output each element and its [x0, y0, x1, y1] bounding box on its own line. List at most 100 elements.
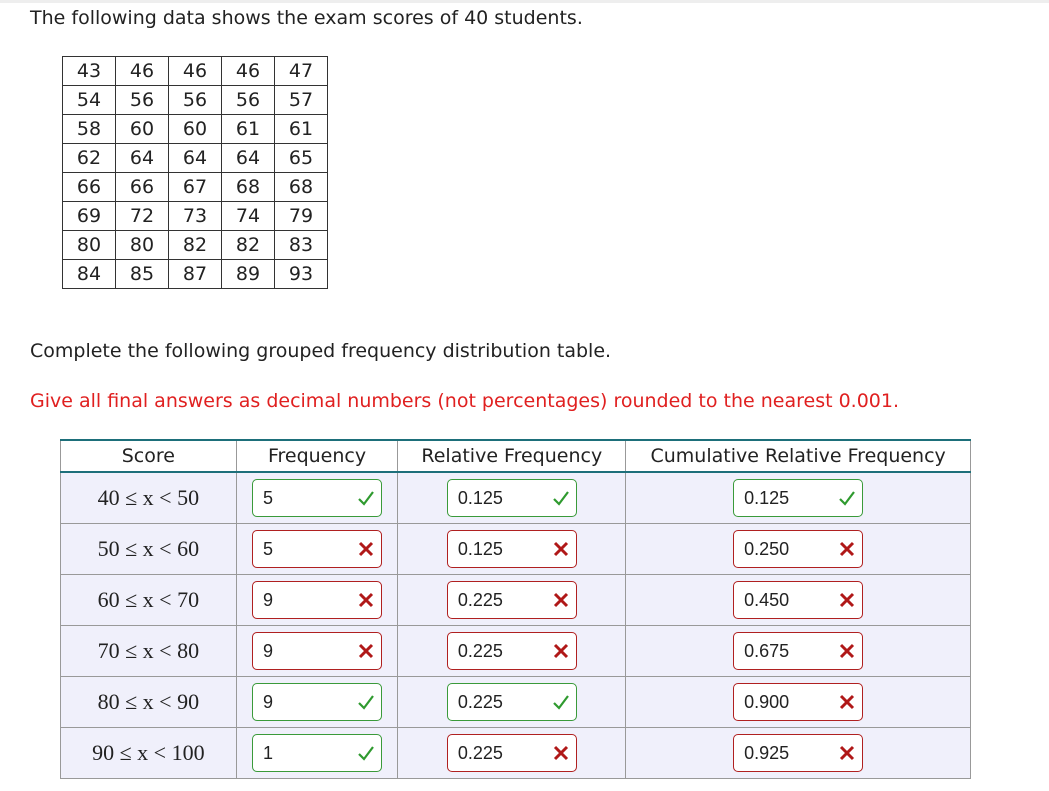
answer-cell: 0.125 — [397, 523, 627, 575]
score-range: 90 ≤ x < 100 — [60, 727, 237, 779]
score-cell: 64 — [168, 143, 222, 173]
score-cell: 82 — [221, 230, 275, 260]
answer-value: 0.225 — [457, 589, 503, 610]
column-header: Relative Frequency — [397, 439, 627, 473]
score-row: 62 64 64 64 65 — [62, 143, 328, 173]
answer-input[interactable]: 0.225 — [446, 683, 577, 721]
check-icon — [553, 695, 569, 710]
score-cell: 57 — [274, 85, 328, 115]
cross-icon — [840, 745, 855, 761]
answer-value: 0.900 — [744, 691, 790, 712]
score-cell: 69 — [62, 201, 116, 231]
table-row: 50 ≤ x < 60 5 0.125 0.250 — [60, 523, 971, 575]
cross-icon — [553, 541, 568, 557]
answer-value: 0.225 — [457, 640, 503, 661]
score-range: 50 ≤ x < 60 — [60, 523, 237, 575]
answer-input[interactable]: 0.250 — [733, 530, 864, 568]
answer-input[interactable]: 0.125 — [733, 479, 864, 517]
answer-value: 0.125 — [457, 538, 503, 559]
answer-input[interactable]: 0.125 — [446, 530, 577, 568]
answer-input[interactable]: 0.225 — [446, 632, 577, 670]
score-cell: 67 — [168, 172, 222, 202]
score-range: 60 ≤ x < 70 — [60, 574, 237, 626]
score-cell: 68 — [221, 172, 275, 202]
answer-value: 0.925 — [744, 742, 790, 763]
score-cell: 85 — [115, 259, 169, 289]
score-cell: 83 — [274, 230, 328, 260]
answer-input[interactable]: 1 — [252, 734, 383, 772]
score-row: 54 56 56 56 57 — [62, 85, 328, 115]
score-range: 70 ≤ x < 80 — [60, 625, 237, 677]
table-row: 70 ≤ x < 80 9 0.225 0.675 — [60, 625, 971, 677]
cross-icon — [553, 745, 568, 761]
frequency-table: Score Frequency Relative Frequency Cumulati… — [60, 439, 971, 779]
score-row: 58 60 60 61 61 — [62, 114, 328, 144]
table-row: 80 ≤ x < 90 9 0.225 0.900 — [60, 676, 971, 728]
answer-cell: 0.225 — [397, 574, 627, 626]
answer-value: 0.225 — [457, 742, 503, 763]
answer-cell: 0.125 — [397, 471, 627, 524]
answer-cell: 0.925 — [625, 727, 971, 779]
answer-input[interactable]: 5 — [252, 530, 383, 568]
answer-cell: 0.250 — [625, 523, 971, 575]
cross-icon — [840, 541, 855, 557]
answer-cell: 0.125 — [625, 471, 971, 524]
answer-input[interactable]: 9 — [252, 632, 383, 670]
score-cell: 62 — [62, 143, 116, 173]
score-cell: 84 — [62, 259, 116, 289]
answer-input[interactable]: 0.925 — [733, 734, 864, 772]
score-cell: 74 — [221, 201, 275, 231]
answer-value: 9 — [263, 640, 274, 661]
check-icon — [358, 695, 374, 710]
answer-input[interactable]: 5 — [252, 479, 383, 517]
column-header: Cumulative Relative Frequency — [625, 439, 971, 473]
answer-cell: 0.225 — [397, 727, 627, 779]
check-icon — [358, 746, 374, 761]
answer-input[interactable]: 9 — [252, 683, 383, 721]
table-row: 90 ≤ x < 100 1 0.225 0.925 — [60, 727, 971, 779]
answer-input[interactable]: 0.900 — [733, 683, 864, 721]
score-cell: 43 — [62, 56, 116, 86]
instruction-text: Give all final answers as decimal number… — [30, 390, 900, 412]
score-cell: 56 — [221, 85, 275, 115]
table-row: 60 ≤ x < 70 9 0.225 0.450 — [60, 574, 971, 626]
score-row: 80 80 82 82 83 — [62, 230, 328, 260]
answer-value: 9 — [263, 589, 274, 610]
score-cell: 66 — [115, 172, 169, 202]
answer-value: 9 — [263, 691, 274, 712]
answer-value: 0.250 — [744, 538, 790, 559]
score-cell: 80 — [62, 230, 116, 260]
answer-input[interactable]: 0.450 — [733, 581, 864, 619]
score-cell: 61 — [274, 114, 328, 144]
answer-input[interactable]: 0.125 — [446, 479, 577, 517]
answer-input[interactable]: 9 — [252, 581, 383, 619]
score-row: 43 46 46 46 47 — [62, 56, 328, 86]
cross-icon — [840, 592, 855, 608]
score-row: 66 66 67 68 68 — [62, 172, 328, 202]
cross-icon — [553, 592, 568, 608]
answer-input[interactable]: 0.675 — [733, 632, 864, 670]
score-cell: 64 — [115, 143, 169, 173]
check-icon — [839, 491, 856, 506]
score-cell: 60 — [115, 114, 169, 144]
score-cell: 72 — [115, 201, 169, 231]
score-cell: 60 — [168, 114, 222, 144]
score-cell: 65 — [274, 143, 328, 173]
score-cell: 80 — [115, 230, 169, 260]
column-header: Score — [60, 439, 237, 473]
score-cell: 46 — [221, 56, 275, 86]
answer-input[interactable]: 0.225 — [446, 581, 577, 619]
answer-cell: 9 — [235, 625, 399, 677]
answer-value: 0.450 — [744, 589, 790, 610]
score-range: 40 ≤ x < 50 — [60, 471, 237, 524]
score-cell: 93 — [274, 259, 328, 289]
score-cell: 46 — [115, 56, 169, 86]
top-border — [0, 0, 1049, 3]
scores-table: 43 46 46 46 47 54 56 56 56 57 58 60 60 61 61 62 64 64 64 65… — [62, 56, 328, 289]
check-icon — [358, 491, 374, 506]
answer-input[interactable]: 0.225 — [446, 734, 577, 772]
answer-value: 0.125 — [744, 487, 790, 508]
answer-cell: 0.450 — [625, 574, 971, 626]
cross-icon — [358, 643, 374, 659]
